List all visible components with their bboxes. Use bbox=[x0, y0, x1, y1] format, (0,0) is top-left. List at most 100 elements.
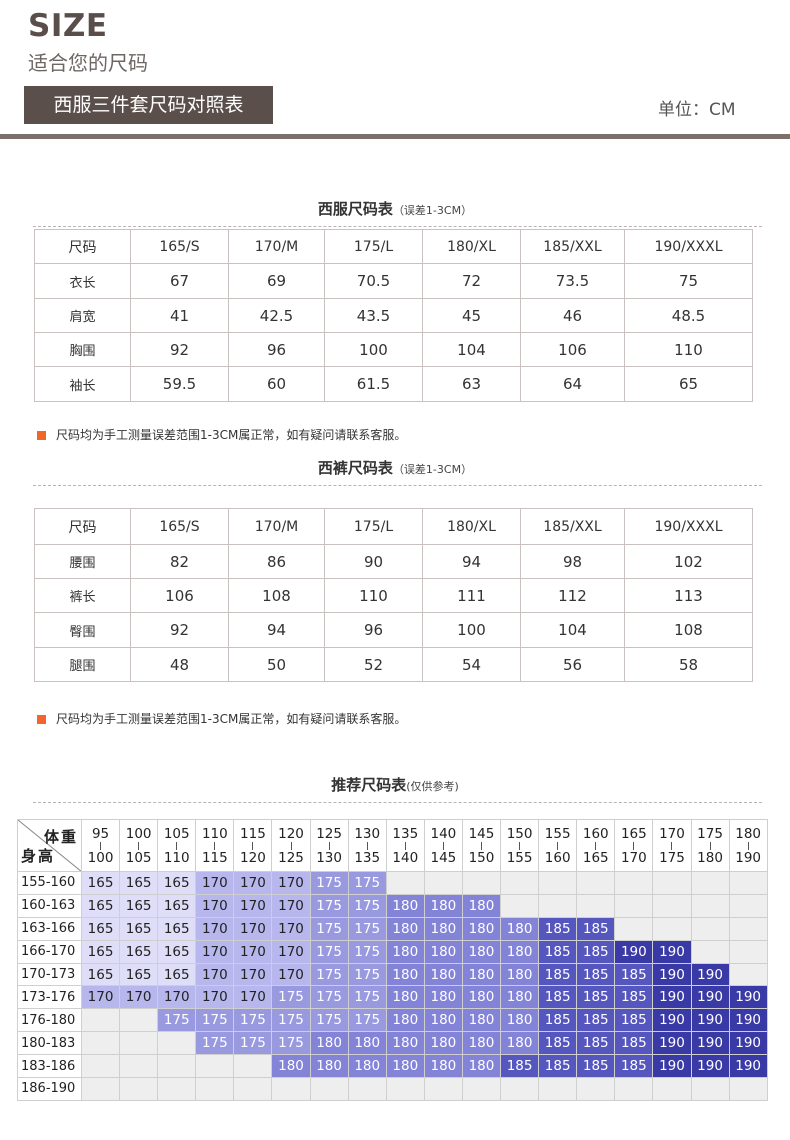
size-cell: 180 bbox=[347, 1054, 387, 1079]
size-cell: 170 bbox=[271, 962, 311, 987]
size-cell: 185 bbox=[538, 1031, 578, 1056]
weight-min: 150 bbox=[506, 825, 533, 842]
weight-max: 155 bbox=[506, 849, 533, 866]
row-label: 衣长 bbox=[34, 263, 131, 299]
size-cell: 165 bbox=[157, 962, 197, 987]
suit-section-title: 西服尺码表（误差1-3CM） bbox=[0, 198, 790, 219]
size-cell: 170 bbox=[195, 962, 235, 987]
column-header: 170/M bbox=[228, 229, 325, 264]
weight-range-header: 130 135 bbox=[347, 819, 387, 872]
size-cell: 180 bbox=[461, 893, 502, 918]
size-cell: 165 bbox=[119, 916, 159, 941]
tick-mark bbox=[747, 841, 749, 850]
size-cell: 190 bbox=[652, 1031, 692, 1056]
table-cell: 92 bbox=[130, 612, 229, 648]
size-cell: 190 bbox=[614, 939, 654, 964]
size-cell: 185 bbox=[538, 962, 578, 987]
tick-mark bbox=[633, 841, 635, 850]
size-cell: 165 bbox=[80, 916, 121, 941]
table-cell: 58 bbox=[624, 647, 753, 682]
size-cell: 180 bbox=[385, 962, 425, 987]
size-cell: 170 bbox=[271, 939, 311, 964]
size-cell: 190 bbox=[690, 985, 730, 1010]
size-cell: 180 bbox=[500, 985, 540, 1010]
size-cell: 180 bbox=[500, 939, 540, 964]
table-cell: 56 bbox=[520, 647, 625, 682]
size-cell: 185 bbox=[614, 962, 654, 987]
size-cell bbox=[576, 1077, 616, 1101]
table-cell: 100 bbox=[422, 612, 521, 648]
tick-mark bbox=[290, 841, 292, 850]
size-cell: 170 bbox=[157, 985, 197, 1010]
size-cell bbox=[347, 1077, 387, 1101]
table-cell: 106 bbox=[130, 578, 229, 613]
weight-min: 120 bbox=[278, 825, 304, 842]
table-cell: 108 bbox=[228, 578, 325, 613]
tick-mark bbox=[519, 841, 521, 850]
size-cell: 185 bbox=[576, 962, 616, 987]
size-cell: 185 bbox=[538, 939, 578, 964]
height-range-label: 163-166 bbox=[17, 916, 82, 941]
table-cell: 43.5 bbox=[324, 298, 423, 333]
table-cell: 110 bbox=[324, 578, 423, 613]
size-cell: 175 bbox=[347, 893, 387, 918]
size-subtitle: 适合您的尺码 bbox=[28, 51, 148, 75]
column-header: 165/S bbox=[130, 229, 229, 264]
size-cell bbox=[728, 939, 768, 964]
column-header-label: 尺码 bbox=[34, 229, 131, 264]
size-cell bbox=[157, 1054, 197, 1079]
table-cell: 75 bbox=[624, 263, 753, 299]
bullet-icon bbox=[37, 715, 46, 724]
size-cell: 185 bbox=[538, 1054, 578, 1079]
size-cell: 180 bbox=[500, 916, 540, 941]
weight-range-header: 95 100 bbox=[80, 819, 121, 872]
size-cell: 180 bbox=[461, 1008, 502, 1033]
table-header-row: 尺码 165/S 170/M 175/L 180/XL 185/XXL 190/XXXL bbox=[34, 229, 753, 264]
header-divider bbox=[0, 134, 790, 139]
table-row: 臀围 92 94 96 100 104 108 bbox=[34, 612, 753, 648]
size-cell: 170 bbox=[233, 985, 273, 1010]
weight-min: 95 bbox=[91, 825, 110, 842]
table-cell: 102 bbox=[624, 544, 753, 579]
weight-min: 125 bbox=[316, 825, 342, 842]
size-cell: 180 bbox=[461, 1054, 502, 1079]
size-cell: 180 bbox=[423, 985, 463, 1010]
weight-max: 180 bbox=[697, 849, 723, 866]
divider bbox=[33, 802, 762, 803]
tick-mark bbox=[480, 841, 482, 850]
table-cell: 94 bbox=[422, 544, 521, 579]
tick-mark bbox=[252, 841, 254, 850]
size-cell bbox=[538, 1077, 578, 1101]
size-cell: 170 bbox=[233, 962, 273, 987]
table-cell: 64 bbox=[520, 366, 625, 402]
size-cell: 175 bbox=[309, 893, 349, 918]
table-cell: 67 bbox=[130, 263, 229, 299]
weight-range-header: 135 140 bbox=[385, 819, 425, 872]
table-cell: 54 bbox=[422, 647, 521, 682]
size-cell: 175 bbox=[347, 916, 387, 941]
size-cell: 175 bbox=[347, 1008, 387, 1033]
size-cell: 165 bbox=[80, 871, 121, 895]
table-row: 163-166 165 165 165 170 170 170 175 175 180 180 180… bbox=[17, 916, 768, 941]
height-range-label: 180-183 bbox=[17, 1031, 82, 1056]
size-cell bbox=[614, 871, 654, 895]
weight-max: 165 bbox=[582, 849, 609, 866]
column-header: 175/L bbox=[324, 508, 423, 545]
row-label: 肩宽 bbox=[34, 298, 131, 333]
table-cell: 111 bbox=[422, 578, 521, 613]
table-cell: 61.5 bbox=[324, 366, 423, 402]
size-cell: 170 bbox=[195, 916, 235, 941]
weight-range-header: 100 105 bbox=[119, 819, 159, 872]
table-cell: 106 bbox=[520, 332, 625, 367]
weight-max: 170 bbox=[620, 849, 647, 866]
table-cell: 72 bbox=[422, 263, 521, 299]
weight-min: 145 bbox=[468, 825, 495, 842]
size-cell: 175 bbox=[195, 1008, 235, 1033]
size-cell bbox=[652, 916, 692, 941]
table-cell: 69 bbox=[228, 263, 325, 299]
table-cell: 45 bbox=[422, 298, 521, 333]
table-cell: 104 bbox=[422, 332, 521, 367]
suit-notice-text: 尺码均为手工测量误差范围1-3CM属正常，如有疑问请联系客服。 bbox=[56, 428, 407, 442]
size-cell: 180 bbox=[500, 962, 540, 987]
unit-label: 单位：CM bbox=[658, 100, 736, 120]
